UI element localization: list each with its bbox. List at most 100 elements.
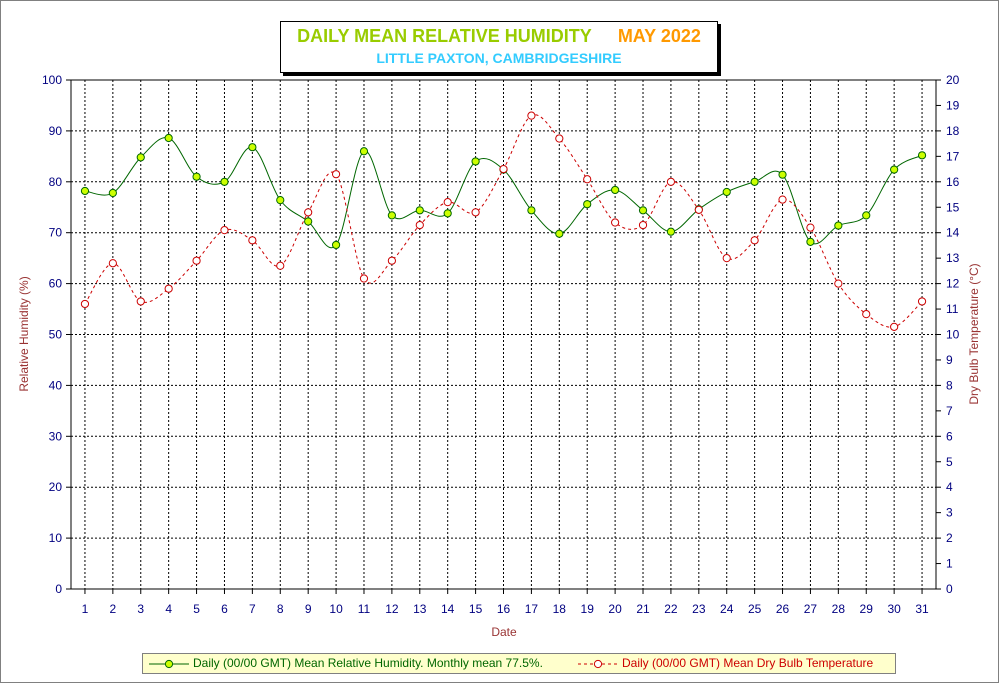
series-1-point (834, 279, 843, 288)
x-tick-label: 22 (664, 602, 678, 616)
series-1-point (331, 170, 341, 179)
x-tick-label: 30 (887, 602, 901, 616)
x-tick-label: 5 (193, 602, 200, 616)
x-axis-label: Date (491, 625, 517, 639)
x-tick-label: 6 (221, 602, 228, 616)
y2-tick-label: 19 (946, 98, 960, 112)
x-tick-label: 1 (82, 602, 89, 616)
axes (66, 79, 941, 594)
y-tick-label: 80 (49, 175, 63, 189)
series-0-point (359, 147, 369, 156)
x-tick-label: 7 (249, 602, 256, 616)
x-tick-label: 25 (748, 602, 762, 616)
y2-tick-label: 3 (946, 506, 953, 520)
x-tick-label: 23 (692, 602, 706, 616)
x-tick-label: 21 (636, 602, 650, 616)
y-tick-label: 100 (42, 73, 62, 87)
y-axis-label: Relative Humidity (%) (17, 276, 31, 391)
series-1-point (220, 226, 229, 235)
y2-tick-label: 11 (946, 302, 959, 316)
y2-tick-label: 8 (946, 378, 953, 392)
y-tick-label: 10 (49, 531, 63, 545)
series-markers (80, 111, 927, 331)
series-1-point (750, 236, 759, 245)
series-0-point (750, 177, 759, 186)
x-tick-label: 9 (305, 602, 312, 616)
x-tick-label: 29 (860, 602, 874, 616)
series-1-point (108, 259, 117, 268)
x-tick-label: 10 (329, 602, 343, 616)
y2-tick-label: 0 (946, 582, 953, 596)
series-1-point (806, 223, 815, 232)
y-tick-label: 70 (49, 226, 63, 240)
series-0-point (555, 229, 564, 238)
x-tick-label: 12 (385, 602, 399, 616)
y-tick-label: 90 (49, 124, 63, 138)
x-tick-label: 26 (776, 602, 790, 616)
x-tick-label: 28 (832, 602, 846, 616)
series-1-point (471, 208, 480, 217)
y2-tick-label: 18 (946, 124, 960, 138)
series-1-point (304, 208, 313, 217)
series-0-point (917, 151, 927, 160)
x-tick-label: 3 (137, 602, 144, 616)
series-0-point (415, 206, 424, 215)
series-1-point (527, 111, 536, 120)
plot-area-border (70, 79, 937, 590)
series-0-point (471, 157, 480, 166)
series-0-point (890, 165, 899, 174)
y-tick-label: 30 (49, 429, 63, 443)
x-tick-label: 13 (413, 602, 427, 616)
series-0-point (583, 200, 592, 209)
series-1-point (499, 164, 508, 174)
series-0-point (387, 211, 396, 220)
series-0-point (248, 143, 257, 152)
y2-tick-label: 13 (946, 251, 960, 265)
x-tick-label: 15 (469, 602, 483, 616)
x-tick-label: 14 (441, 602, 455, 616)
series-1-point (722, 254, 731, 263)
y2-tick-label: 14 (946, 226, 960, 240)
series-0-point (331, 240, 341, 250)
series-0-point (862, 211, 871, 220)
y2-tick-label: 16 (946, 175, 960, 189)
series-0-point (164, 133, 173, 143)
x-tick-label: 27 (804, 602, 818, 616)
x-tick-label: 4 (165, 602, 172, 616)
series-1-point (694, 205, 703, 214)
series-1-point (415, 220, 424, 230)
y2-tick-label: 17 (946, 149, 960, 163)
chart-subtitle: LITTLE PAXTON, CAMBRIDGESHIRE (376, 50, 622, 66)
y2-tick-label: 4 (946, 480, 953, 494)
series-1-point (862, 310, 871, 319)
legend-temperature-swatch (578, 659, 618, 669)
y2-tick-label: 7 (946, 404, 953, 418)
series-0-point (108, 188, 117, 198)
series-1-point (192, 256, 201, 265)
series-1-point (276, 261, 285, 270)
series-1-point (638, 220, 648, 230)
series-1-point (666, 177, 676, 186)
series-0-point (443, 209, 452, 218)
series-1-point (359, 274, 369, 283)
series-0-point (806, 237, 815, 246)
series-1-point (443, 198, 452, 207)
y2-tick-label: 1 (946, 557, 953, 571)
series-1-point (555, 134, 564, 143)
legend: Daily (00/00 GMT) Mean Relative Humidity… (142, 653, 896, 674)
series-1-point (611, 218, 620, 227)
x-tick-label: 31 (915, 602, 929, 616)
chart-title: DAILY MEAN RELATIVE HUMIDITY (297, 26, 592, 46)
x-tick-label: 19 (581, 602, 595, 616)
legend-humidity-swatch (149, 659, 189, 669)
series-1-point (136, 297, 145, 306)
y-tick-label: 20 (49, 480, 63, 494)
y2-tick-label: 5 (946, 455, 953, 469)
x-tick-label: 2 (110, 602, 117, 616)
y2-axis-label: Dry Bulb Temperature (°C) (967, 263, 981, 404)
y2-tick-label: 10 (946, 328, 960, 342)
series-0-point (638, 206, 648, 215)
series-1-point (583, 175, 592, 184)
series-0-point (276, 196, 285, 205)
